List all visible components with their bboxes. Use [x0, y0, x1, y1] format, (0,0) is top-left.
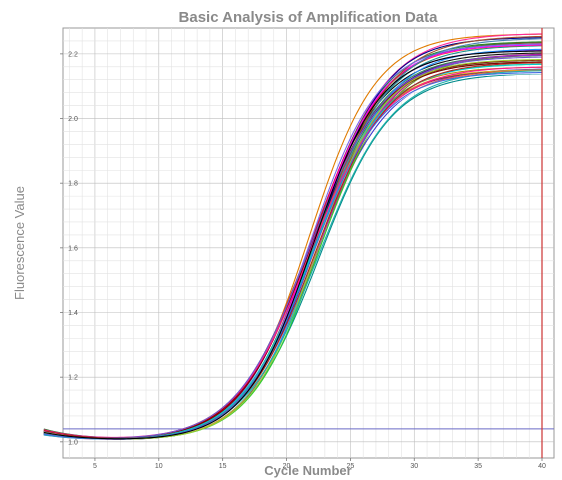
- x-tick-label: 40: [538, 463, 546, 470]
- chart-title: Basic Analysis of Amplification Data: [179, 9, 439, 26]
- series-line: [43, 56, 543, 439]
- x-tick-label: 5: [93, 463, 97, 470]
- x-tick-label: 15: [219, 463, 227, 470]
- y-axis-ticks: 1.0 1.2 1.4 1.6 1.8 2.0 2.2: [60, 51, 78, 446]
- y-tick-label: 2.0: [68, 116, 78, 123]
- plot-area: [62, 27, 555, 459]
- y-tick-label: 1.6: [68, 245, 78, 252]
- y-tick-label: 1.4: [68, 310, 78, 317]
- x-tick-label: 20: [283, 463, 291, 470]
- series-group: [43, 33, 543, 440]
- x-tick-label: 10: [155, 463, 163, 470]
- y-axis-label: Fluorescence Value: [12, 186, 27, 300]
- y-tick-label: 1.2: [68, 375, 78, 382]
- series-line: [43, 50, 543, 440]
- x-axis-ticks: 5 10 15 20 25 30 35 40: [93, 458, 546, 470]
- x-tick-label: 35: [474, 463, 482, 470]
- grid-lines: [63, 28, 554, 458]
- x-tick-label: 25: [347, 463, 355, 470]
- y-tick-label: 2.2: [68, 51, 78, 58]
- y-tick-label: 1.0: [68, 439, 78, 446]
- x-axis-label: Cycle Number: [264, 463, 351, 478]
- x-tick-label: 30: [410, 463, 418, 470]
- y-tick-label: 1.8: [68, 181, 78, 188]
